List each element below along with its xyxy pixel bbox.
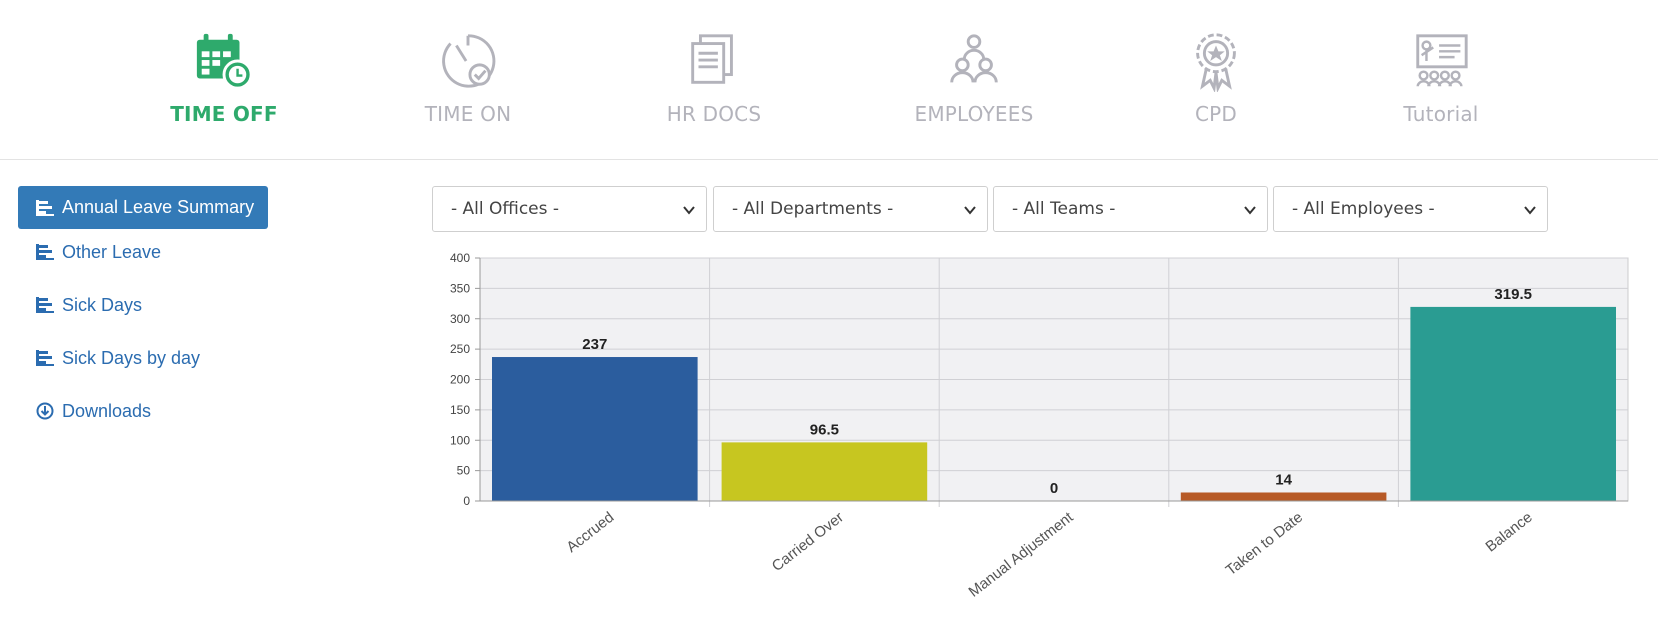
sidebar-item-sick-days[interactable]: Sick Days <box>18 284 268 326</box>
bar-value-label: 237 <box>582 336 607 353</box>
y-tick-label: 150 <box>450 403 470 417</box>
presentation-icon <box>1416 34 1468 87</box>
employees-select[interactable]: - All Employees - <box>1273 186 1548 232</box>
x-tick-label: Accrued <box>563 509 617 556</box>
x-tick-label: Taken to Date <box>1223 509 1306 579</box>
bar-chart: 0 50 100 150 200 250 300 350 400 237 Accrued 96.5 Ca… <box>450 251 1629 601</box>
sidebar-item-other-leave[interactable]: Other Leave <box>18 231 268 273</box>
y-tick-label: 250 <box>450 342 470 356</box>
annual-leave-chart: 0 50 100 150 200 250 300 350 400 237 Accrued 96.5 Ca… <box>432 250 1632 620</box>
sidebar-item-annual-leave-summary[interactable]: Annual Leave Summary <box>18 186 268 229</box>
nav-label: CPD <box>1194 102 1238 126</box>
bar <box>492 357 698 501</box>
chevron-down-icon <box>964 206 976 215</box>
nav-tutorial[interactable]: Tutorial <box>1341 26 1541 138</box>
nav-label: TIME OFF <box>170 102 278 126</box>
nav-label: TIME ON <box>424 102 512 126</box>
bar-list-icon <box>36 297 54 313</box>
y-tick-label: 0 <box>463 494 470 508</box>
offices-select-value: - All Offices - <box>451 199 560 219</box>
y-tick-label: 50 <box>457 464 471 478</box>
sidebar-item-label: Other Leave <box>62 241 162 262</box>
sidebar-item-label: Sick Days <box>62 294 143 315</box>
stopwatch-icon <box>442 34 496 88</box>
nav-employees[interactable]: EMPLOYEES <box>874 26 1074 138</box>
sidebar-item-label: Downloads <box>62 400 152 421</box>
bar <box>1180 492 1387 501</box>
bar-value-label: 14 <box>1275 471 1292 488</box>
y-tick-label: 300 <box>450 312 470 326</box>
nav-time-off[interactable]: TIME OFF <box>124 26 324 138</box>
calendar-clock-icon <box>196 33 253 90</box>
y-tick-label: 350 <box>450 281 470 295</box>
bar-value-label: 0 <box>1050 480 1058 497</box>
documents-icon <box>691 34 733 84</box>
sidebar-item-sick-days-by-day[interactable]: Sick Days by day <box>18 337 268 379</box>
report-sidebar: Annual Leave Summary Other Leave Sick Da… <box>18 186 268 443</box>
departments-select[interactable]: - All Departments - <box>713 186 988 232</box>
teams-select-value: - All Teams - <box>1012 199 1116 219</box>
nav-hr-docs[interactable]: HR DOCS <box>614 26 814 138</box>
nav-time-on[interactable]: TIME ON <box>368 26 568 138</box>
departments-select-value: - All Departments - <box>732 199 894 219</box>
sidebar-item-label: Sick Days by day <box>62 347 201 368</box>
bar-value-label: 96.5 <box>810 421 839 438</box>
bar-value-label: 319.5 <box>1494 286 1532 303</box>
sidebar-item-label: Annual Leave Summary <box>62 197 255 217</box>
download-circle-icon <box>36 402 54 420</box>
bar <box>721 442 928 501</box>
teams-select[interactable]: - All Teams - <box>993 186 1268 232</box>
bar-list-icon <box>36 244 54 260</box>
x-tick-label: Balance <box>1482 509 1535 556</box>
y-tick-label: 100 <box>450 433 470 447</box>
bar <box>1410 306 1616 501</box>
people-group-icon <box>950 34 998 83</box>
x-tick-label: Carried Over <box>769 509 847 575</box>
chevron-down-icon <box>683 206 695 215</box>
nav-label: HR DOCS <box>666 102 762 126</box>
bar-list-icon <box>36 199 54 216</box>
award-badge-icon <box>1196 33 1236 92</box>
y-tick-label: 400 <box>450 251 470 265</box>
offices-select[interactable]: - All Offices - <box>432 186 707 232</box>
nav-label: EMPLOYEES <box>914 102 1034 126</box>
bar-list-icon <box>36 350 54 366</box>
y-tick-label: 200 <box>450 373 470 387</box>
nav-label: Tutorial <box>1403 102 1479 126</box>
employees-select-value: - All Employees - <box>1292 199 1435 219</box>
nav-cpd[interactable]: CPD <box>1116 26 1316 138</box>
x-tick-label: Manual Adjustment <box>965 508 1077 600</box>
sidebar-item-downloads[interactable]: Downloads <box>18 390 268 432</box>
top-navigation: TIME OFF TIME ON HR DOCS EMPLOYEES <box>0 0 1658 160</box>
chevron-down-icon <box>1244 206 1256 215</box>
chevron-down-icon <box>1524 206 1536 215</box>
